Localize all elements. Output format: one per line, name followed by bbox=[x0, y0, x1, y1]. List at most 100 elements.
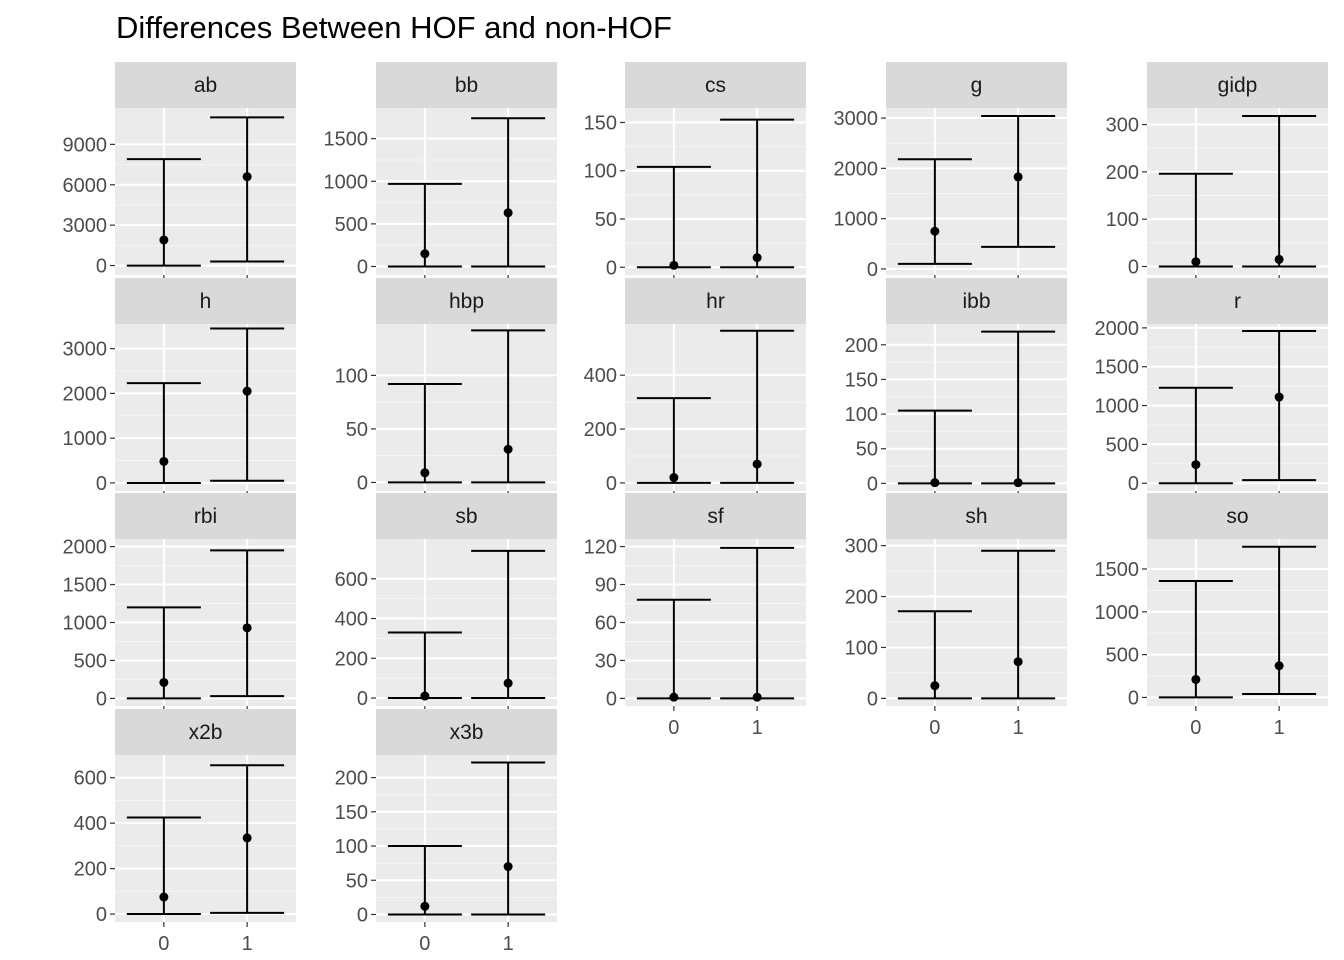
y-tick-label: 30 bbox=[595, 650, 617, 672]
y-tick-label: 300 bbox=[1106, 115, 1139, 137]
facet-panel-ab bbox=[115, 108, 296, 275]
y-tick-label: 100 bbox=[845, 637, 878, 659]
y-tick-label: 500 bbox=[1106, 645, 1139, 667]
y-tick-label: 600 bbox=[74, 768, 107, 790]
y-tick-label: 9000 bbox=[63, 134, 108, 156]
facet-strip-x2b bbox=[115, 709, 296, 755]
mean-point bbox=[1274, 661, 1284, 671]
y-tick-label: 400 bbox=[335, 609, 368, 631]
x-tick-label: 0 bbox=[668, 717, 679, 739]
y-tick-label: 2000 bbox=[63, 537, 108, 559]
facet-strip-ab bbox=[115, 62, 296, 108]
facet-panel-x3b bbox=[376, 755, 557, 922]
facet-strip-label: hr bbox=[706, 290, 725, 313]
x-tick-label: 1 bbox=[242, 933, 253, 955]
facet-strip-label: so bbox=[1226, 505, 1248, 528]
facet-strip-gidp bbox=[1147, 62, 1328, 108]
facet-strip-cs bbox=[625, 62, 806, 108]
mean-point bbox=[669, 473, 679, 483]
facet-panel-x2b bbox=[115, 755, 296, 922]
y-tick-label: 500 bbox=[1106, 434, 1139, 456]
mean-point bbox=[1191, 674, 1201, 684]
y-tick-label: 6000 bbox=[63, 175, 108, 197]
y-tick-label: 2000 bbox=[1095, 318, 1140, 340]
y-tick-label: 100 bbox=[1106, 209, 1139, 231]
y-tick-label: 0 bbox=[357, 688, 368, 710]
x-tick-label: 0 bbox=[1190, 717, 1201, 739]
y-tick-label: 2000 bbox=[63, 383, 108, 405]
y-tick-label: 1000 bbox=[324, 171, 369, 193]
mean-point bbox=[159, 677, 169, 687]
y-tick-label: 200 bbox=[74, 859, 107, 881]
y-tick-label: 1000 bbox=[63, 428, 108, 450]
y-tick-label: 200 bbox=[845, 587, 878, 609]
y-tick-label: 1500 bbox=[1095, 357, 1140, 379]
y-tick-label: 0 bbox=[96, 904, 107, 926]
facet-strip-hr bbox=[625, 278, 806, 324]
y-tick-label: 150 bbox=[584, 112, 617, 134]
facet-panel-h bbox=[115, 324, 296, 491]
mean-point bbox=[930, 681, 940, 691]
mean-point bbox=[930, 478, 940, 488]
mean-point bbox=[1013, 478, 1023, 488]
facet-strip-label: sb bbox=[455, 505, 477, 528]
y-tick-label: 200 bbox=[1106, 162, 1139, 184]
facet-strip-label: cs bbox=[705, 74, 726, 97]
y-tick-label: 600 bbox=[335, 569, 368, 591]
mean-point bbox=[1013, 657, 1023, 667]
y-tick-label: 0 bbox=[867, 259, 878, 281]
facet-panel-cs bbox=[625, 108, 806, 275]
y-tick-label: 3000 bbox=[834, 108, 879, 130]
facet-strip-label: ab bbox=[194, 74, 217, 97]
x-tick-label: 0 bbox=[929, 717, 940, 739]
facet-strip-bb bbox=[376, 62, 557, 108]
facet-panel-so bbox=[1147, 539, 1328, 706]
x-tick-label: 1 bbox=[1274, 717, 1285, 739]
y-tick-label: 0 bbox=[357, 904, 368, 926]
facet-panel-g bbox=[886, 108, 1067, 275]
facet-strip-rbi bbox=[115, 493, 296, 539]
mean-point bbox=[503, 678, 513, 688]
y-tick-label: 200 bbox=[845, 335, 878, 357]
mean-point bbox=[1274, 392, 1284, 402]
y-tick-label: 0 bbox=[867, 473, 878, 495]
y-tick-label: 0 bbox=[1128, 687, 1139, 709]
y-tick-label: 0 bbox=[96, 473, 107, 495]
y-tick-label: 120 bbox=[584, 537, 617, 559]
y-tick-label: 100 bbox=[584, 161, 617, 183]
facet-strip-g bbox=[886, 62, 1067, 108]
facet-panel-gidp bbox=[1147, 108, 1328, 275]
mean-point bbox=[669, 260, 679, 270]
mean-point bbox=[1191, 257, 1201, 267]
y-tick-label: 50 bbox=[346, 870, 368, 892]
y-tick-label: 1500 bbox=[1095, 559, 1140, 581]
y-tick-label: 0 bbox=[96, 256, 107, 278]
y-tick-label: 1500 bbox=[63, 575, 108, 597]
y-tick-label: 0 bbox=[357, 256, 368, 278]
facet-panel-ibb bbox=[886, 324, 1067, 491]
y-tick-label: 1000 bbox=[1095, 602, 1140, 624]
y-tick-label: 150 bbox=[845, 369, 878, 391]
facet-strip-label: g bbox=[971, 74, 983, 97]
facet-strip-ibb bbox=[886, 278, 1067, 324]
facet-strip-sb bbox=[376, 493, 557, 539]
facet-strip-hbp bbox=[376, 278, 557, 324]
y-tick-label: 3000 bbox=[63, 215, 108, 237]
facet-strip-label: sf bbox=[707, 505, 724, 528]
mean-point bbox=[242, 386, 252, 396]
facet-strip-label: x3b bbox=[450, 721, 484, 744]
facet-panel-hr bbox=[625, 324, 806, 491]
y-tick-label: 200 bbox=[335, 768, 368, 790]
y-tick-label: 100 bbox=[335, 836, 368, 858]
y-tick-label: 3000 bbox=[63, 339, 108, 361]
facet-strip-r bbox=[1147, 278, 1328, 324]
facet-strip-label: ibb bbox=[962, 290, 990, 313]
mean-point bbox=[420, 691, 430, 701]
mean-point bbox=[503, 862, 513, 872]
facet-strip-label: gidp bbox=[1218, 74, 1258, 97]
mean-point bbox=[159, 235, 169, 245]
facet-strip-label: hbp bbox=[449, 290, 484, 313]
y-tick-label: 0 bbox=[606, 688, 617, 710]
y-tick-label: 300 bbox=[845, 536, 878, 558]
